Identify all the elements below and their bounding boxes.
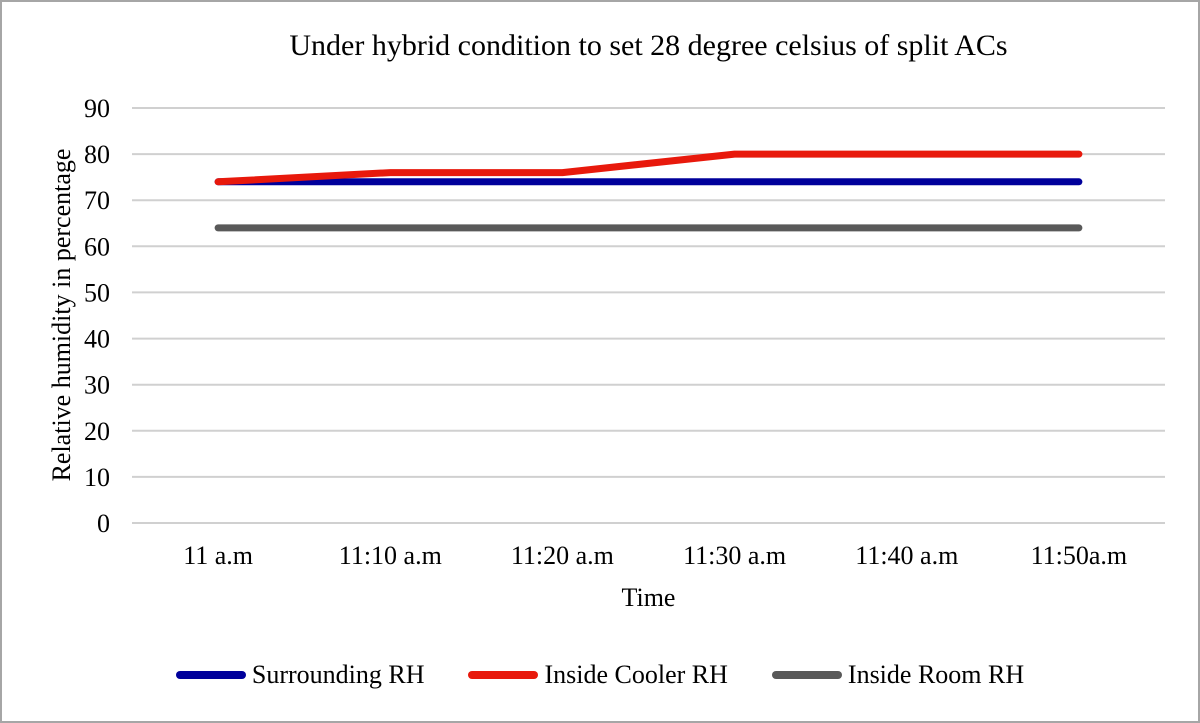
x-axis-title: Time	[621, 583, 676, 612]
y-tick-label: 10	[84, 463, 110, 492]
x-tick-label: 11:10 a.m	[339, 541, 442, 570]
legend-swatch	[468, 671, 539, 679]
y-tick-label: 50	[84, 278, 110, 307]
y-tick-label: 90	[84, 94, 110, 123]
legend-item-surrounding-rh: Surrounding RH	[175, 660, 425, 690]
legend-label: Surrounding RH	[251, 660, 425, 689]
y-axis-title: Relative humidity in percentage	[47, 148, 76, 482]
y-tick-label: 40	[84, 325, 110, 354]
y-tick-label: 30	[84, 371, 110, 400]
y-tick-label: 70	[84, 186, 110, 215]
legend-swatch	[175, 671, 246, 679]
y-tick-label: 60	[84, 232, 110, 261]
x-tick-label: 11:40 a.m	[855, 541, 958, 570]
x-tick-label: 11:50a.m	[1031, 541, 1128, 570]
x-tick-label: 11 a.m	[183, 541, 253, 570]
series-line-inside-cooler-rh	[214, 150, 1083, 186]
y-tick-label: 80	[84, 140, 110, 169]
y-tick-label: 0	[97, 509, 110, 538]
legend: Surrounding RH Inside Cooler RH Inside Roo…	[2, 660, 1198, 690]
legend-item-inside-room-rh: Inside Room RH	[771, 660, 1025, 690]
x-tick-label: 11:30 a.m	[683, 541, 786, 570]
legend-item-inside-cooler-rh: Inside Cooler RH	[468, 660, 728, 690]
legend-label: Inside Room RH	[847, 660, 1025, 689]
legend-label: Inside Cooler RH	[544, 660, 728, 689]
y-tick-label: 20	[84, 417, 110, 446]
chart-title: Under hybrid condition to set 28 degree …	[289, 29, 1008, 62]
legend-swatch	[771, 671, 842, 679]
x-tick-label: 11:20 a.m	[511, 541, 614, 570]
